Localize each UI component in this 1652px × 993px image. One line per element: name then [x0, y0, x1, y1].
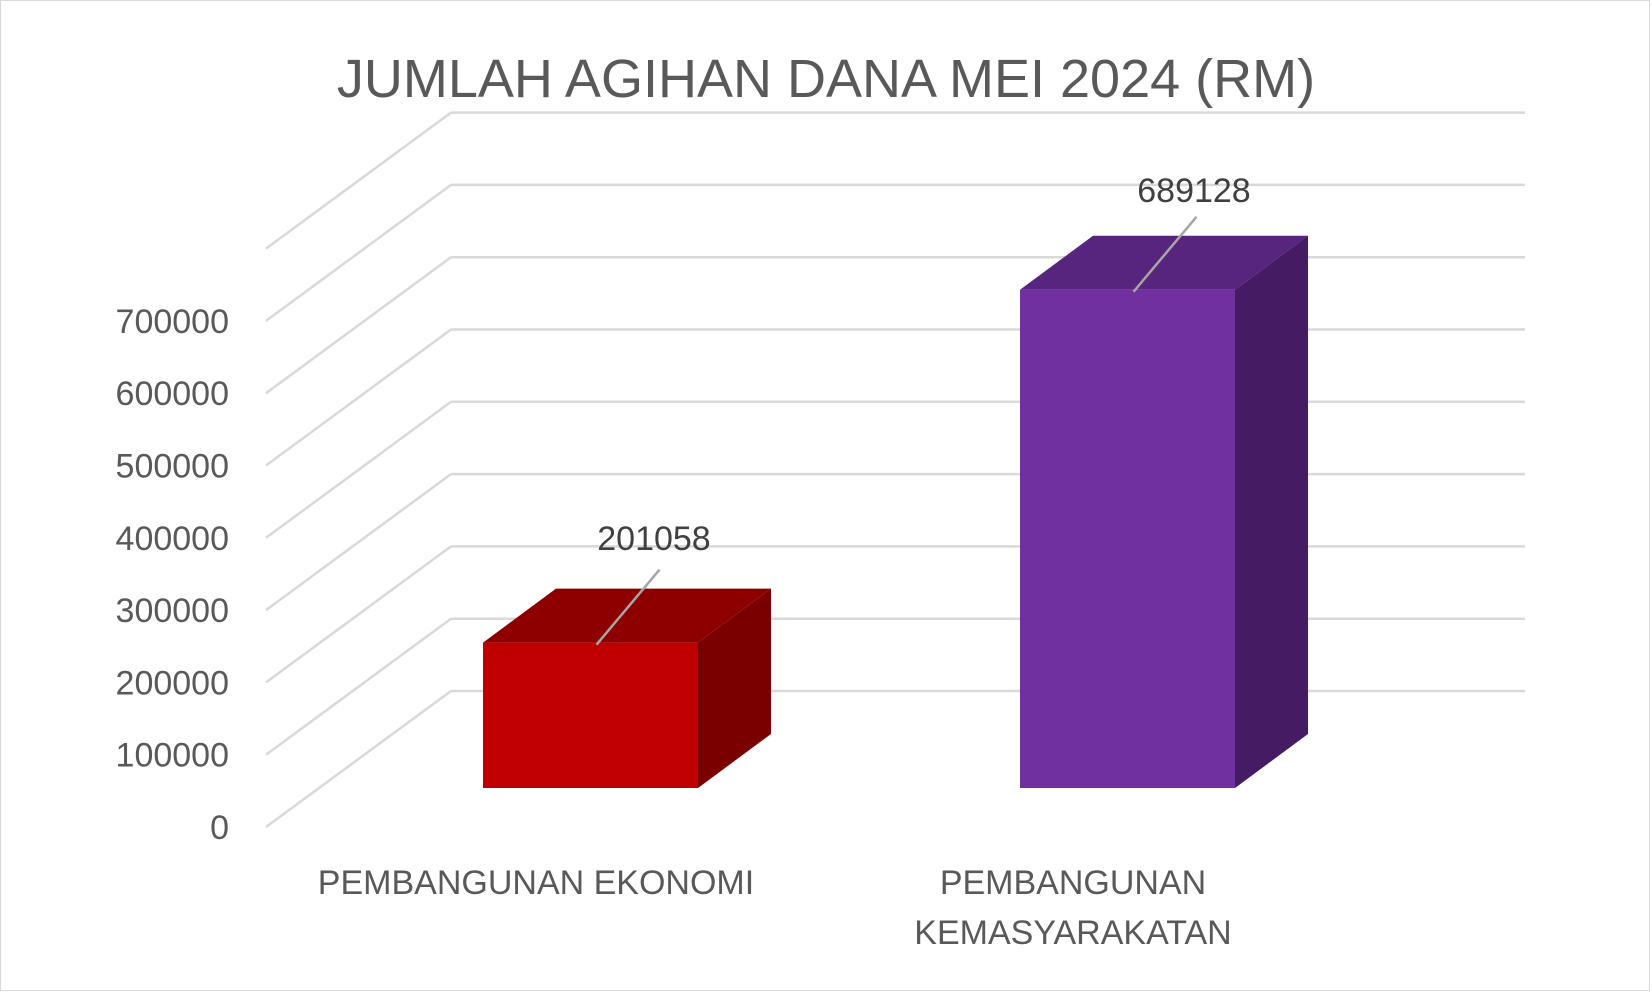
- gridline-side: [265, 473, 452, 612]
- y-tick-label: 600000: [116, 375, 229, 413]
- bar-2: [1020, 235, 1308, 789]
- gridlines: [265, 111, 1525, 829]
- bars: [483, 235, 1308, 789]
- category-label: PEMBANGUNAN KEMASYARAKATAN: [914, 864, 1231, 952]
- y-tick-label: 500000: [116, 448, 229, 486]
- gridline-side: [265, 111, 452, 250]
- data-labels: 201058 689128: [595, 172, 1251, 646]
- y-tick-label: 700000: [116, 303, 229, 341]
- data-label: 201058: [597, 520, 710, 558]
- y-tick-label: 200000: [116, 664, 229, 702]
- gridline-side: [265, 328, 452, 467]
- gridline-side: [265, 256, 452, 395]
- bar-front-face: [483, 642, 698, 788]
- bar-top-face: [483, 588, 771, 643]
- y-tick-label: 400000: [116, 520, 229, 558]
- y-tick-label: 100000: [116, 737, 229, 775]
- bar-1: [483, 588, 771, 788]
- bar-top-face: [1020, 235, 1308, 290]
- bar-front-face: [1020, 289, 1235, 788]
- bar-side-face: [1235, 235, 1308, 789]
- y-tick-label: 0: [210, 809, 229, 847]
- x-axis-category-labels: PEMBANGUNAN EKONOMI PEMBANGUNAN KEMASYARAK…: [318, 864, 1232, 952]
- gridline-side: [265, 183, 452, 322]
- category-label: PEMBANGUNAN EKONOMI: [318, 864, 754, 902]
- gridline-side: [265, 400, 452, 539]
- chart-title: JUMLAH AGIHAN DANA MEI 2024 (RM): [337, 49, 1315, 109]
- gridline-side: [265, 689, 452, 829]
- gridline-side: [265, 545, 452, 684]
- data-label: 689128: [1137, 172, 1250, 210]
- y-axis-tick-labels: 0 100000 200000 300000 400000 500000 600000 700…: [116, 303, 229, 847]
- data-label-leader-line: [1132, 215, 1198, 293]
- gridline-side: [265, 617, 452, 756]
- bar-side-face: [698, 588, 771, 788]
- y-tick-label: 300000: [116, 592, 229, 630]
- data-label-leader-line: [595, 568, 661, 646]
